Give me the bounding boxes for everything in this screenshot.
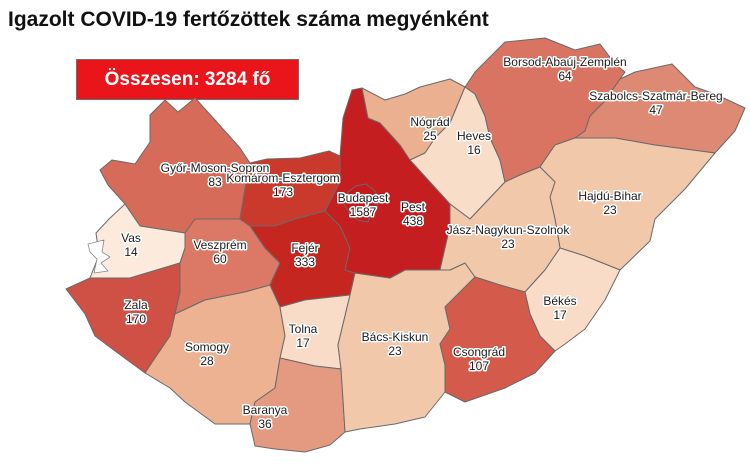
- label-pest: Pest: [401, 200, 426, 214]
- label-szabolcs-szatmar-bereg: Szabolcs-Szatmár-Bereg: [589, 89, 722, 103]
- label-bekes: Békés: [543, 294, 576, 308]
- label-jasz-nagykun-szolnok: Jász-Nagykun-Szolnok: [447, 223, 571, 237]
- value-heves: 16: [467, 143, 481, 157]
- value-zala: 170: [126, 312, 146, 326]
- label-hajdu-bihar: Hajdú-Bihar: [578, 189, 641, 203]
- label-zala: Zala: [124, 298, 148, 312]
- label-borsod-abauj-zemplen: Borsod-Abaúj-Zemplén: [503, 55, 626, 69]
- county-budapest: [343, 183, 380, 223]
- value-jasz-nagykun-szolnok: 23: [501, 237, 515, 251]
- label-komarom-esztergom: Komárom-Esztergom: [226, 171, 339, 185]
- value-budapest: 1587: [350, 205, 377, 219]
- label-gyor-moson-sopron: Győr-Moson-Sopron: [161, 161, 270, 175]
- value-komarom-esztergom: 173: [273, 185, 293, 199]
- label-veszprem: Veszprém: [193, 238, 246, 252]
- value-csongrad: 107: [469, 359, 489, 373]
- value-fejer: 333: [295, 255, 315, 269]
- value-baranya: 36: [258, 417, 272, 431]
- value-veszprem: 60: [213, 252, 227, 266]
- label-bacs-kiskun: Bács-Kiskun: [362, 330, 429, 344]
- label-csongrad: Csongrád: [453, 345, 505, 359]
- value-borsod-abauj-zemplen: 64: [558, 69, 572, 83]
- value-gyor-moson-sopron: 83: [208, 175, 222, 189]
- value-vas: 14: [124, 245, 138, 259]
- label-budapest: Budapest: [338, 191, 389, 205]
- county-bekes: [524, 247, 621, 352]
- value-bekes: 17: [553, 308, 567, 322]
- label-somogy: Somogy: [185, 340, 229, 354]
- value-tolna: 17: [296, 336, 310, 350]
- page-title: Igazolt COVID-19 fertőzöttek száma megyé…: [8, 8, 489, 31]
- label-fejer: Fejér: [291, 241, 318, 255]
- label-tolna: Tolna: [289, 322, 318, 336]
- label-nograd: Nógrád: [410, 115, 449, 129]
- label-vas: Vas: [121, 231, 141, 245]
- total-badge: Összesen: 3284 fő: [76, 59, 299, 100]
- value-hajdu-bihar: 23: [603, 203, 617, 217]
- border-notch-west: [87, 239, 111, 274]
- value-nograd: 25: [423, 129, 437, 143]
- county-csongrad: [439, 276, 556, 403]
- value-pest: 438: [403, 214, 423, 228]
- value-somogy: 28: [200, 354, 214, 368]
- total-badge-label: Összesen: 3284 fő: [104, 68, 271, 90]
- county-shapes: [65, 37, 746, 453]
- value-bacs-kiskun: 23: [388, 344, 402, 358]
- label-heves: Heves: [457, 129, 491, 143]
- label-baranya: Baranya: [243, 403, 288, 417]
- value-szabolcs-szatmar-bereg: 47: [649, 103, 663, 117]
- county-labels: Győr-Moson-Sopron 83 Vas 14 Zala 170 Ves…: [120, 54, 725, 433]
